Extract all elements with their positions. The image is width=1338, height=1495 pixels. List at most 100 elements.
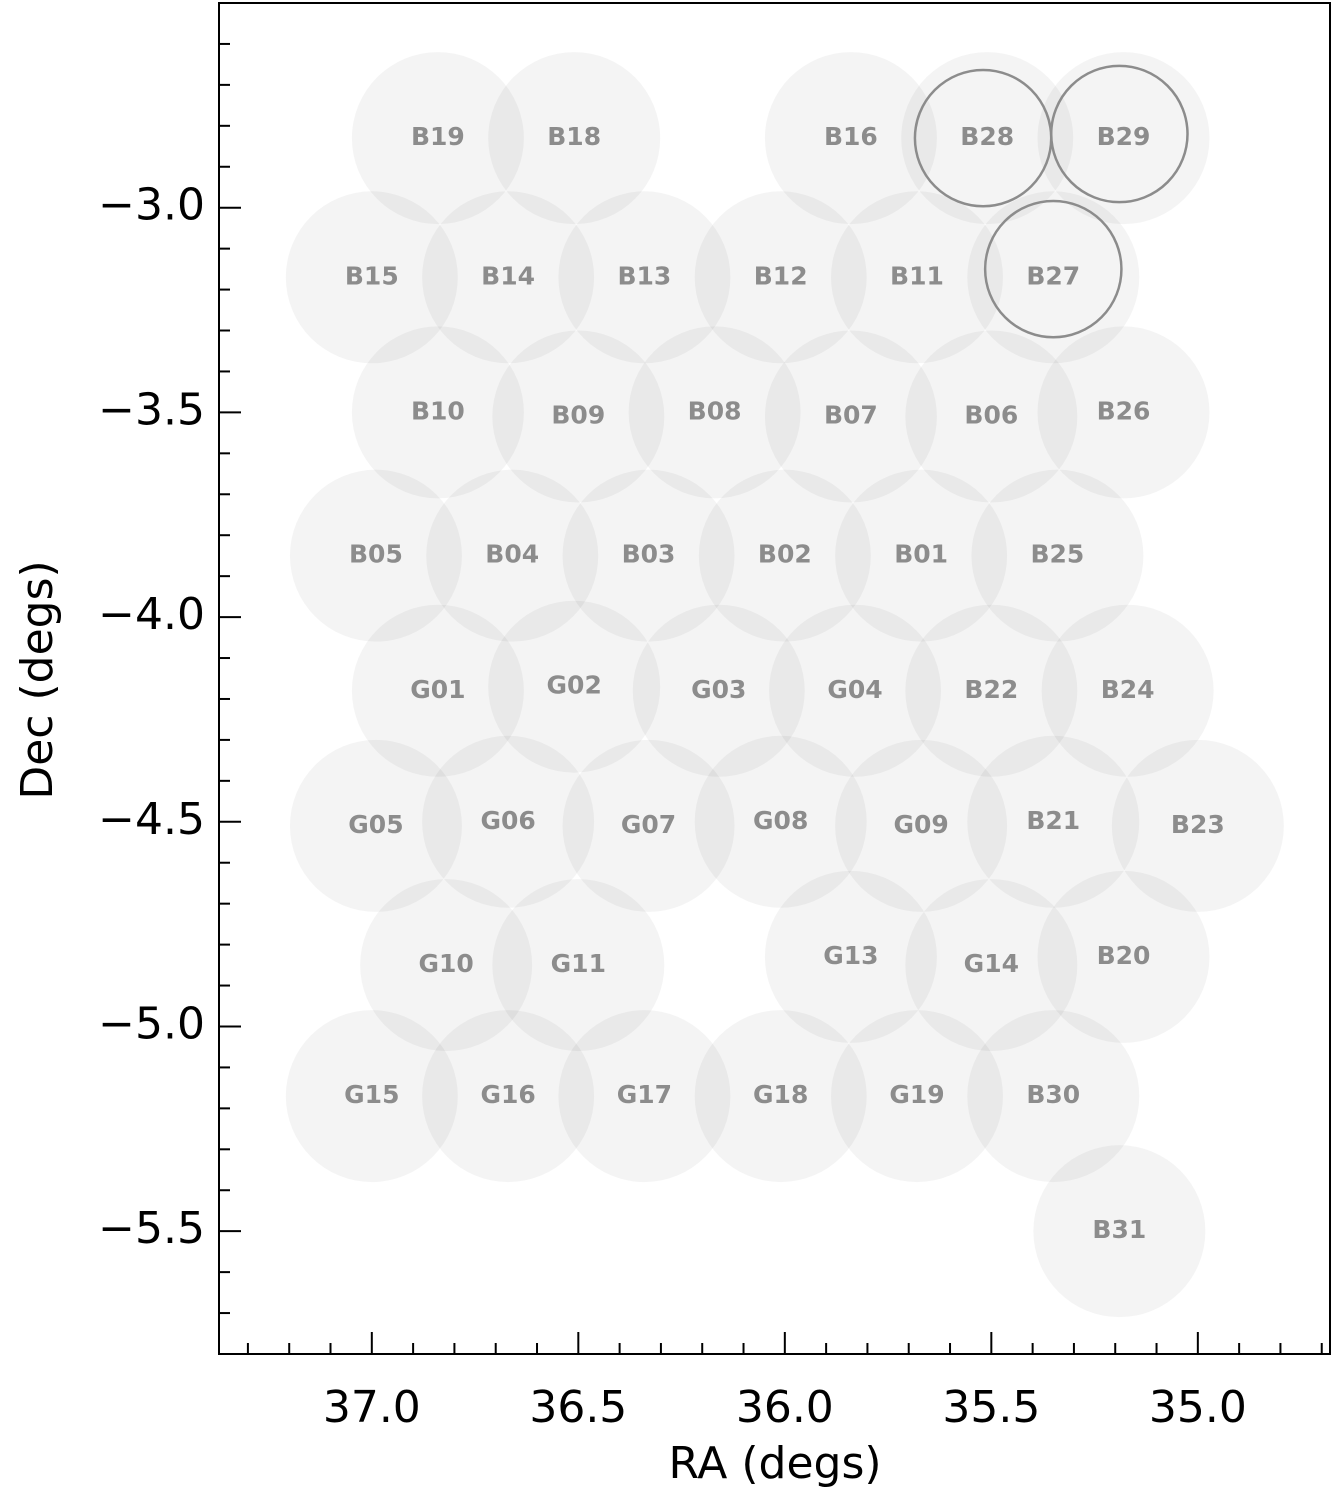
x-tick-label: 36.5	[529, 1382, 627, 1433]
pointing-label: B15	[345, 261, 399, 290]
pointing-coverage	[905, 330, 1078, 503]
pointing-coverage	[422, 191, 595, 364]
pointing-coverage	[351, 604, 524, 777]
pointing-coverage	[562, 469, 735, 642]
pointing-coverage	[694, 191, 867, 364]
pointing-coverage	[562, 739, 735, 912]
pointing-coverage	[835, 469, 1008, 642]
pointing-label: G05	[348, 810, 403, 839]
pointing-label: B14	[481, 261, 535, 290]
pointing-coverage	[694, 1010, 867, 1183]
pointing-label: G03	[691, 675, 746, 704]
pointing-label: B30	[1026, 1080, 1080, 1109]
pointing-coverage	[360, 879, 533, 1052]
y-tick-label: −3.0	[98, 180, 205, 231]
pointing-label: B29	[1097, 122, 1151, 151]
pointing-label: B01	[894, 540, 948, 569]
pointing-coverage	[967, 191, 1140, 364]
y-tick-label: −4.0	[98, 589, 205, 640]
pointing-coverage	[426, 469, 599, 642]
x-tick-label: 35.0	[1149, 1382, 1247, 1433]
pointing-coverage	[488, 600, 661, 773]
pointing-coverage	[422, 735, 595, 908]
pointing-label: B10	[411, 396, 465, 425]
pointing-label: G11	[551, 949, 606, 978]
pointing-label: G07	[621, 810, 676, 839]
pointing-coverage	[698, 469, 871, 642]
pointing-coverage	[351, 326, 524, 499]
pointing-label: B28	[960, 122, 1014, 151]
pointing-label: G08	[753, 806, 808, 835]
pointing-coverage	[830, 1010, 1003, 1183]
plot-frame	[218, 2, 1331, 1355]
pointing-coverage	[1037, 870, 1210, 1043]
highlight-circle	[983, 199, 1123, 339]
pointing-label: G14	[964, 949, 1019, 978]
pointing-coverage	[901, 52, 1074, 225]
pointing-label: B19	[411, 122, 465, 151]
pointing-label: B31	[1092, 1215, 1146, 1244]
x-tick-label: 37.0	[323, 1382, 421, 1433]
pointing-coverage	[492, 879, 665, 1052]
pointing-coverage	[488, 52, 661, 225]
pointing-label: G15	[344, 1080, 399, 1109]
pointing-coverage	[764, 52, 937, 225]
pointing-label: B04	[485, 540, 539, 569]
pointing-label: G01	[410, 675, 465, 704]
y-tick-label: −4.5	[98, 794, 205, 845]
y-tick-label: −5.5	[98, 1203, 205, 1254]
pointing-label: B02	[758, 540, 812, 569]
pointing-coverage	[830, 191, 1003, 364]
y-tick-label: −3.5	[98, 384, 205, 435]
y-tick-label: −5.0	[98, 998, 205, 1049]
pointing-label: B08	[688, 396, 742, 425]
pointing-label: B22	[964, 675, 1018, 704]
pointing-label: G10	[418, 949, 473, 978]
y-axis-label: Dec (degs)	[12, 560, 63, 799]
pointing-label: B11	[890, 261, 944, 290]
pointing-label: B03	[622, 540, 676, 569]
pointing-label: B09	[551, 400, 605, 429]
pointing-coverage	[971, 469, 1144, 642]
pointing-coverage	[905, 604, 1078, 777]
pointing-coverage	[1033, 1145, 1206, 1318]
pointing-coverage	[628, 326, 801, 499]
pointing-coverage	[835, 739, 1008, 912]
pointing-label: B24	[1101, 675, 1155, 704]
pointing-coverage	[769, 604, 942, 777]
pointing-label: G13	[823, 941, 878, 970]
pointing-label: B26	[1097, 396, 1151, 425]
pointing-label: G18	[753, 1080, 808, 1109]
pointing-coverage	[558, 1010, 731, 1183]
pointing-coverage	[351, 52, 524, 225]
pointing-coverage	[764, 330, 937, 503]
pointing-label: B27	[1026, 261, 1080, 290]
pointing-label: B07	[824, 400, 878, 429]
highlight-circle	[1049, 64, 1189, 204]
pointing-label: B23	[1171, 810, 1225, 839]
pointing-label: B05	[349, 540, 403, 569]
pointing-label: G04	[827, 675, 882, 704]
pointing-coverage	[632, 604, 805, 777]
pointing-label: G16	[480, 1080, 535, 1109]
x-axis-label: RA (degs)	[668, 1438, 881, 1489]
pointing-coverage	[1041, 604, 1214, 777]
pointing-label: G19	[889, 1080, 944, 1109]
pointing-label: B18	[547, 122, 601, 151]
x-tick-label: 35.5	[942, 1382, 1040, 1433]
pointing-coverage	[1037, 52, 1210, 225]
pointing-coverage	[289, 469, 462, 642]
pointing-coverage	[967, 1010, 1140, 1183]
pointing-coverage	[967, 735, 1140, 908]
pointing-label: B12	[754, 261, 808, 290]
pointing-label: B20	[1097, 941, 1151, 970]
pointing-coverage	[1111, 739, 1284, 912]
pointing-coverage	[694, 735, 867, 908]
pointing-label: G06	[480, 806, 535, 835]
pointing-label: B25	[1030, 540, 1084, 569]
pointing-coverage	[558, 191, 731, 364]
pointing-coverage	[905, 879, 1078, 1052]
pointing-label: B13	[617, 261, 671, 290]
pointing-coverage	[1037, 326, 1210, 499]
